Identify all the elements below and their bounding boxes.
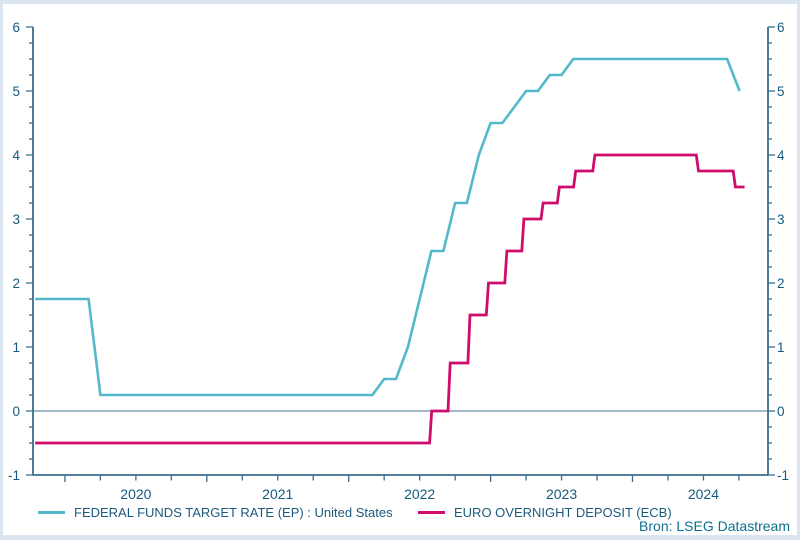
svg-text:5: 5 <box>12 84 20 99</box>
svg-text:2021: 2021 <box>262 486 293 502</box>
svg-text:0: 0 <box>12 404 20 419</box>
svg-text:2022: 2022 <box>404 486 435 502</box>
svg-text:-1: -1 <box>777 468 789 483</box>
legend-label-fed-funds: FEDERAL FUNDS TARGET RATE (EP) : United … <box>74 504 393 520</box>
svg-text:0: 0 <box>777 404 785 419</box>
chart-panel <box>3 4 797 535</box>
fed-funds-line-swatch <box>38 510 65 514</box>
svg-text:5: 5 <box>777 84 785 99</box>
legend-label-euro-deposit: EURO OVERNIGHT DEPOSIT (ECB) <box>454 504 672 520</box>
svg-text:1: 1 <box>12 340 20 355</box>
svg-text:1: 1 <box>777 340 785 355</box>
data-source-credit: Bron: LSEG Datastream <box>639 518 790 534</box>
svg-text:4: 4 <box>12 148 20 163</box>
svg-text:2024: 2024 <box>688 486 719 502</box>
series-line-0 <box>35 57 741 397</box>
svg-text:2: 2 <box>777 276 785 291</box>
svg-text:3: 3 <box>12 212 20 227</box>
series-line-1 <box>35 153 745 445</box>
svg-text:6: 6 <box>777 20 785 35</box>
svg-text:2020: 2020 <box>120 486 151 502</box>
euro-deposit-line-swatch <box>418 510 445 514</box>
legend-item-fed-funds: FEDERAL FUNDS TARGET RATE (EP) : United … <box>38 504 393 520</box>
svg-text:4: 4 <box>777 148 785 163</box>
svg-text:-1: -1 <box>8 468 20 483</box>
svg-text:6: 6 <box>12 20 20 35</box>
svg-text:3: 3 <box>777 212 785 227</box>
legend-item-euro-deposit: EURO OVERNIGHT DEPOSIT (ECB) <box>418 504 672 520</box>
svg-text:2: 2 <box>12 276 20 291</box>
svg-text:2023: 2023 <box>546 486 577 502</box>
